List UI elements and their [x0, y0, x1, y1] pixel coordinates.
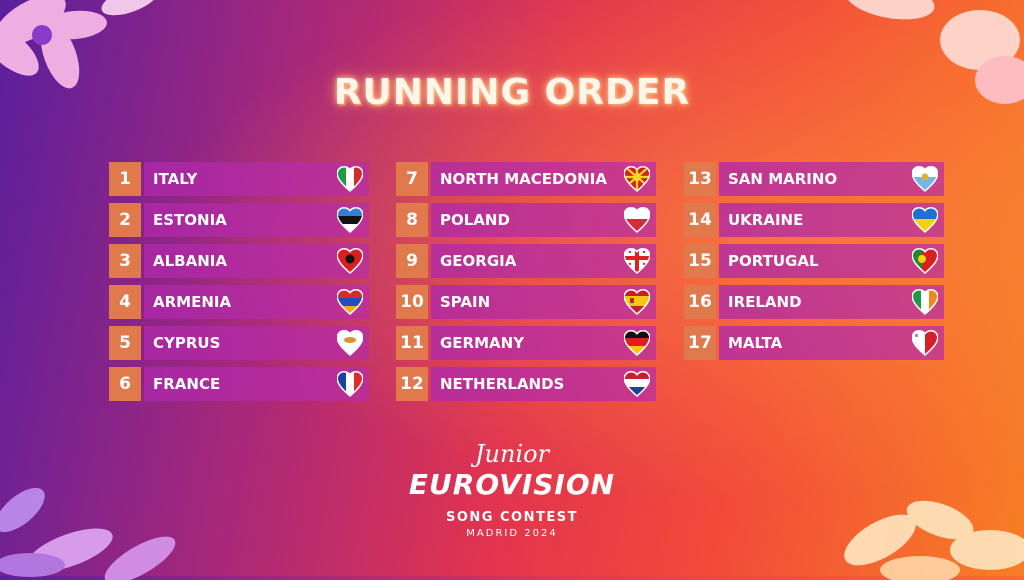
- netherlands-flag-icon: [624, 371, 650, 397]
- running-order-number: 8: [396, 203, 428, 237]
- running-order-number: 13: [684, 162, 716, 196]
- country-name: FRANCE: [153, 375, 221, 393]
- running-order-row: 17 MALTA: [684, 326, 944, 360]
- armenia-flag-icon: [337, 289, 363, 315]
- country-name: SPAIN: [440, 293, 491, 311]
- running-order-row: 8 POLAND: [396, 203, 656, 237]
- running-order-number: 3: [109, 244, 141, 278]
- country-entry: ITALY: [144, 162, 369, 196]
- country-entry: UKRAINE: [719, 203, 944, 237]
- flower-decoration-bottom-right: [844, 500, 1024, 580]
- north-macedonia-flag-icon: [624, 166, 650, 192]
- country-name: ARMENIA: [153, 293, 232, 311]
- malta-flag-icon: [912, 330, 938, 356]
- country-name: SAN MARINO: [728, 170, 838, 188]
- poland-flag-icon: [624, 207, 650, 233]
- country-entry: GEORGIA: [431, 244, 656, 278]
- running-order-number: 10: [396, 285, 428, 319]
- country-name: UKRAINE: [728, 211, 804, 229]
- running-order-row: 16 IRELAND: [684, 285, 944, 319]
- country-name: ESTONIA: [153, 211, 227, 229]
- running-order-row: 6 FRANCE: [109, 367, 369, 401]
- albania-flag-icon: [337, 248, 363, 274]
- country-name: GERMANY: [440, 334, 525, 352]
- country-name: ALBANIA: [153, 252, 227, 270]
- running-order-number: 1: [109, 162, 141, 196]
- running-order-row: 14 UKRAINE: [684, 203, 944, 237]
- running-order-row: 2 ESTONIA: [109, 203, 369, 237]
- running-order-row: 4 ARMENIA: [109, 285, 369, 319]
- country-name: NORTH MACEDONIA: [440, 170, 607, 188]
- running-order-number: 11: [396, 326, 428, 360]
- france-flag-icon: [337, 371, 363, 397]
- italy-flag-icon: [337, 166, 363, 192]
- country-entry: NORTH MACEDONIA: [431, 162, 656, 196]
- spain-flag-icon: [624, 289, 650, 315]
- running-order-number: 17: [684, 326, 716, 360]
- logo-eurovision-text: EUROVISION: [408, 468, 616, 501]
- country-entry: GERMANY: [431, 326, 656, 360]
- country-name: CYPRUS: [153, 334, 221, 352]
- ireland-flag-icon: [912, 289, 938, 315]
- cyprus-flag-icon: [337, 330, 363, 356]
- running-order-number: 15: [684, 244, 716, 278]
- running-order-row: 1 ITALY: [109, 162, 369, 196]
- country-entry: SPAIN: [431, 285, 656, 319]
- running-order-row: 11 GERMANY: [396, 326, 656, 360]
- country-entry: MALTA: [719, 326, 944, 360]
- running-order-number: 12: [396, 367, 428, 401]
- running-order-number: 14: [684, 203, 716, 237]
- germany-flag-icon: [624, 330, 650, 356]
- running-order-row: 9 GEORGIA: [396, 244, 656, 278]
- country-entry: POLAND: [431, 203, 656, 237]
- flower-decoration-top-right: [845, 0, 1024, 104]
- country-entry: ESTONIA: [144, 203, 369, 237]
- running-order-row: 13 SAN MARINO: [684, 162, 944, 196]
- estonia-flag-icon: [337, 207, 363, 233]
- country-entry: PORTUGAL: [719, 244, 944, 278]
- logo-madrid-text: MADRID 2024: [466, 528, 558, 539]
- flower-decoration-bottom-left: [0, 487, 176, 580]
- running-order-number: 6: [109, 367, 141, 401]
- country-name: ITALY: [153, 170, 198, 188]
- san-marino-flag-icon: [912, 166, 938, 192]
- country-entry: ARMENIA: [144, 285, 369, 319]
- country-entry: CYPRUS: [144, 326, 369, 360]
- country-entry: ALBANIA: [144, 244, 369, 278]
- country-name: GEORGIA: [440, 252, 517, 270]
- junior-eurovision-logo: Junior EUROVISION SONG CONTEST MADRID 20…: [400, 440, 624, 550]
- georgia-flag-icon: [624, 248, 650, 274]
- ukraine-flag-icon: [912, 207, 938, 233]
- running-order-row: 3 ALBANIA: [109, 244, 369, 278]
- running-order-row: 7 NORTH MACEDONIA: [396, 162, 656, 196]
- running-order-number: 4: [109, 285, 141, 319]
- country-entry: FRANCE: [144, 367, 369, 401]
- running-order-number: 5: [109, 326, 141, 360]
- portugal-flag-icon: [912, 248, 938, 274]
- running-order-number: 9: [396, 244, 428, 278]
- country-entry: IRELAND: [719, 285, 944, 319]
- country-name: MALTA: [728, 334, 783, 352]
- country-entry: NETHERLANDS: [431, 367, 656, 401]
- running-order-number: 7: [396, 162, 428, 196]
- running-order-number: 2: [109, 203, 141, 237]
- running-order-number: 16: [684, 285, 716, 319]
- country-name: NETHERLANDS: [440, 375, 565, 393]
- country-name: IRELAND: [728, 293, 802, 311]
- logo-junior-text: Junior: [474, 440, 550, 468]
- country-name: PORTUGAL: [728, 252, 819, 270]
- flower-decoration-top-left: [0, 0, 159, 89]
- running-order-row: 15 PORTUGAL: [684, 244, 944, 278]
- running-order-row: 12 NETHERLANDS: [396, 367, 656, 401]
- logo-song-contest-text: SONG CONTEST: [446, 510, 578, 525]
- country-name: POLAND: [440, 211, 510, 229]
- country-entry: SAN MARINO: [719, 162, 944, 196]
- running-order-row: 10 SPAIN: [396, 285, 656, 319]
- page-title: RUNNING ORDER: [333, 72, 691, 113]
- running-order-row: 5 CYPRUS: [109, 326, 369, 360]
